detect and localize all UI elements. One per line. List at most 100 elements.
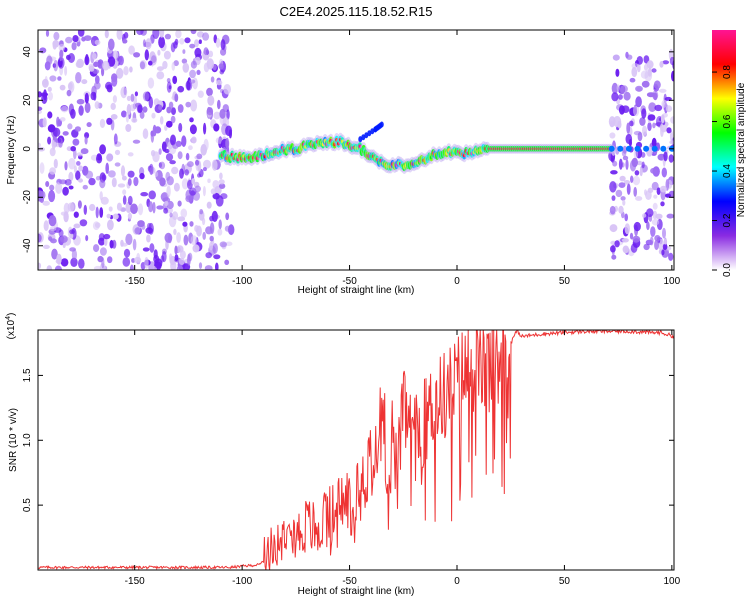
noise-speckle <box>192 244 200 253</box>
noise-speckle <box>139 172 145 180</box>
noise-speckle <box>662 227 666 239</box>
noise-speckle <box>125 111 130 123</box>
noise-speckle <box>189 69 197 79</box>
noise-speckle <box>666 127 672 134</box>
noise-speckle <box>140 192 149 197</box>
noise-speckle <box>111 73 118 83</box>
noise-speckle <box>169 212 173 218</box>
noise-speckle <box>93 265 102 270</box>
noise-speckle <box>626 54 633 60</box>
bottom-xtick-label: -50 <box>342 576 357 587</box>
noise-speckle <box>142 39 146 48</box>
bottom-ytick-label: 1.0 <box>22 433 33 447</box>
noise-speckle <box>204 265 213 270</box>
noise-speckle <box>212 243 218 254</box>
noise-speckle <box>669 56 674 66</box>
bottom-plot-frame <box>37 329 675 571</box>
noise-speckle <box>181 135 187 147</box>
noise-speckle <box>630 175 634 183</box>
top-xtick-label: 100 <box>664 276 681 287</box>
noise-speckle <box>129 104 136 112</box>
ridge-spot <box>660 145 667 152</box>
noise-speckle <box>78 105 84 116</box>
noise-speckle <box>120 165 126 177</box>
noise-speckle <box>218 183 226 190</box>
bottom-xlabel: Height of straight line (km) <box>298 586 415 597</box>
noise-speckle <box>217 99 221 110</box>
noise-speckle <box>86 122 92 128</box>
noise-speckle <box>670 116 674 124</box>
noise-speckle <box>54 265 62 270</box>
noise-speckle <box>51 139 56 151</box>
noise-speckle <box>206 107 214 116</box>
noise-speckle <box>189 124 197 135</box>
noise-speckle <box>209 241 213 251</box>
noise-speckle <box>152 151 160 163</box>
noise-speckle <box>178 122 183 133</box>
noise-speckle <box>163 207 169 214</box>
top-xtick-label: 50 <box>559 276 571 287</box>
noise-speckle <box>220 39 226 50</box>
noise-speckle <box>632 175 641 186</box>
noise-speckle <box>55 138 62 143</box>
noise-speckle <box>117 183 126 188</box>
noise-speckle <box>660 114 665 124</box>
noise-speckle <box>614 240 620 248</box>
noise-speckle <box>189 79 196 84</box>
noise-speckle <box>149 163 154 176</box>
ridge-spot <box>617 145 624 152</box>
bottom-axes: -150 -100 -50 0 50 100 0.5 1.0 1.5 <box>22 330 681 587</box>
noise-speckle <box>125 233 133 245</box>
noise-speckle <box>611 195 616 201</box>
noise-speckle <box>211 159 218 171</box>
noise-speckle <box>69 229 75 235</box>
colorbar-tick-label: 0.4 <box>722 164 733 178</box>
noise-speckle <box>645 190 652 200</box>
noise-speckle <box>666 213 674 219</box>
noise-speckle <box>63 202 70 214</box>
noise-speckle <box>621 238 629 243</box>
noise-speckle <box>190 30 197 35</box>
noise-speckle <box>196 153 203 160</box>
noise-speckle <box>183 234 189 246</box>
ridge-spot <box>643 145 650 152</box>
noise-speckle <box>99 207 104 218</box>
noise-speckle <box>75 170 81 181</box>
noise-speckle <box>60 105 69 113</box>
noise-speckle <box>171 166 179 175</box>
noise-speckle <box>643 243 650 251</box>
noise-speckle <box>73 223 81 229</box>
noise-speckle <box>72 35 79 43</box>
noise-speckle <box>662 243 668 250</box>
noise-speckle <box>84 136 88 145</box>
noise-speckle <box>189 117 194 123</box>
noise-speckle <box>126 95 131 102</box>
noise-speckle <box>106 84 113 93</box>
noise-speckle <box>111 177 117 188</box>
noise-speckle <box>142 106 148 113</box>
top-axes: -150 -100 -50 0 50 100 -40 -20 0 20 40 <box>22 30 681 287</box>
noise-speckle <box>633 221 641 232</box>
noise-speckle <box>45 181 50 187</box>
noise-speckle <box>122 39 128 44</box>
noise-speckle <box>103 233 111 240</box>
noise-speckle <box>651 181 659 191</box>
noise-speckle <box>48 190 56 203</box>
noise-speckle <box>620 85 625 95</box>
noise-speckle <box>631 63 639 69</box>
top-xtick-label: 0 <box>454 276 460 287</box>
noise-speckle <box>137 220 145 228</box>
noise-speckle <box>207 95 215 106</box>
noise-speckle <box>665 105 673 113</box>
noise-speckle <box>92 221 100 231</box>
noise-speckle <box>205 252 212 259</box>
noise-speckle <box>133 52 141 58</box>
noise-speckle <box>663 238 668 245</box>
noise-speckle <box>218 63 224 70</box>
noise-speckle <box>178 257 185 265</box>
noise-speckle <box>159 177 166 187</box>
noise-speckle <box>95 75 100 84</box>
noise-speckle <box>166 176 174 186</box>
noise-speckle <box>48 215 57 227</box>
